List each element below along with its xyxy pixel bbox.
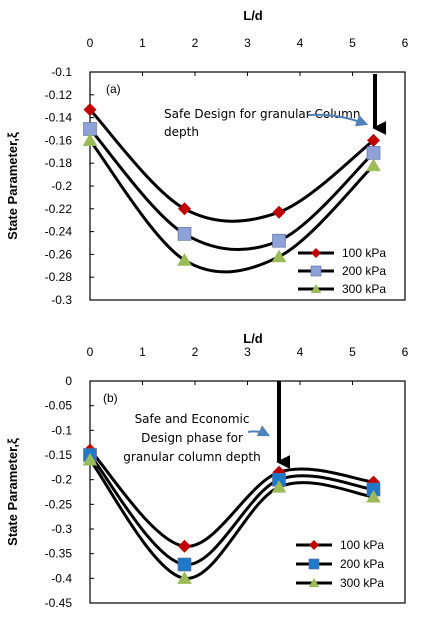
y-tick-label: -0.12 bbox=[45, 88, 73, 102]
legend-marker bbox=[308, 578, 320, 587]
chart-panel-2: L/d 0 1 2 3 4 5 6 0 -0.05 -0.1 -0.15 -0.2 -0.25 -0.3 -0… bbox=[5, 331, 409, 610]
annotation-text: Safe and Economic bbox=[135, 412, 250, 426]
x-tick-label: 1 bbox=[139, 345, 146, 359]
data-point bbox=[82, 133, 98, 146]
data-point bbox=[82, 452, 98, 466]
y-tick-label: -0.2 bbox=[51, 179, 72, 193]
data-point bbox=[271, 480, 287, 493]
data-point bbox=[366, 489, 381, 503]
y-tick-label: -0.4 bbox=[51, 571, 72, 585]
y-tick-label: -0.28 bbox=[45, 270, 73, 284]
series-line bbox=[88, 454, 374, 567]
x-tick-label: 2 bbox=[192, 36, 199, 50]
x-tick-label: 5 bbox=[349, 36, 356, 50]
series-line bbox=[88, 139, 375, 274]
data-point bbox=[177, 253, 192, 266]
annotation-text: Design phase for bbox=[141, 431, 243, 445]
y-tick-label: -0.14 bbox=[45, 111, 73, 125]
legend-label: 300 kPa bbox=[340, 576, 384, 590]
x-axis-title: L/d bbox=[243, 8, 263, 23]
legend-item: 200 kPa bbox=[298, 264, 386, 278]
chart-panel-1: L/d 0 1 2 3 4 5 6 -0.1 -0.12 -0.14 -0.16 -0.18 -0.2 -0… bbox=[5, 8, 409, 307]
y-tick-label: -0.24 bbox=[45, 225, 73, 239]
y-tick-label: -0.3 bbox=[51, 522, 72, 536]
y-tick-label: -0.1 bbox=[51, 65, 72, 79]
y-tick-label: -0.05 bbox=[45, 399, 73, 413]
data-point bbox=[272, 233, 286, 248]
y-tick-label: -0.26 bbox=[45, 247, 73, 261]
legend-label: 300 kPa bbox=[342, 282, 386, 296]
x-tick-label: 0 bbox=[87, 36, 94, 50]
panel-label: (a) bbox=[106, 82, 121, 96]
y-tick-label: -0.18 bbox=[45, 156, 73, 170]
legend-item: 300 kPa bbox=[298, 282, 386, 296]
data-point bbox=[366, 158, 381, 172]
x-tick-label: 6 bbox=[402, 345, 409, 359]
data-point bbox=[366, 146, 381, 160]
x-tick-label: 4 bbox=[297, 36, 304, 50]
legend-item: 100 kPa bbox=[298, 246, 386, 260]
legend-marker bbox=[311, 248, 321, 258]
legend-item: 200 kPa bbox=[296, 557, 384, 571]
y-axis-title: State Parameter,ξ bbox=[5, 132, 20, 240]
legend-marker bbox=[310, 265, 322, 277]
annotation-text: Safe Design for granular Column bbox=[164, 107, 360, 121]
legend-label: 200 kPa bbox=[340, 557, 384, 571]
series-line bbox=[88, 458, 374, 580]
y-tick-label: -0.15 bbox=[45, 448, 73, 462]
legend-item: 100 kPa bbox=[296, 538, 384, 552]
annotation-text: depth bbox=[164, 125, 199, 139]
y-tick-label: 0 bbox=[65, 374, 72, 388]
y-tick-label: -0.16 bbox=[45, 133, 73, 147]
legend-marker bbox=[308, 558, 320, 570]
x-axis-title: L/d bbox=[243, 331, 263, 346]
data-point bbox=[177, 571, 192, 584]
series-line bbox=[88, 127, 375, 252]
data-point bbox=[272, 205, 286, 219]
y-tick-label: -0.45 bbox=[45, 596, 73, 610]
annotation-arrow bbox=[307, 113, 369, 127]
y-tick-label: -0.22 bbox=[45, 202, 73, 216]
y-tick-label: -0.1 bbox=[51, 423, 72, 437]
annotation-arrow bbox=[247, 425, 271, 437]
y-tick-label: -0.35 bbox=[45, 547, 73, 561]
data-point bbox=[367, 133, 380, 147]
y-tick-label: -0.2 bbox=[51, 473, 72, 487]
data-point bbox=[83, 103, 97, 117]
x-tick-label: 1 bbox=[139, 36, 146, 50]
legend-label: 100 kPa bbox=[342, 246, 386, 260]
annotation-text: granular column depth bbox=[123, 450, 260, 464]
data-point bbox=[177, 557, 192, 572]
data-point bbox=[178, 539, 191, 553]
x-tick-label: 6 bbox=[402, 36, 409, 50]
x-tick-label: 3 bbox=[244, 345, 251, 359]
data-point bbox=[177, 227, 192, 241]
legend-label: 200 kPa bbox=[342, 264, 386, 278]
series-line bbox=[88, 449, 374, 548]
legend-marker bbox=[309, 540, 319, 550]
panel-label: (b) bbox=[103, 391, 118, 405]
legend-label: 100 kPa bbox=[340, 538, 384, 552]
x-tick-label: 4 bbox=[297, 345, 304, 359]
x-tick-label: 3 bbox=[244, 36, 251, 50]
y-tick-label: -0.25 bbox=[45, 497, 73, 511]
x-tick-label: 5 bbox=[349, 345, 356, 359]
data-point bbox=[178, 202, 191, 216]
legend-marker bbox=[310, 284, 322, 293]
data-point bbox=[271, 249, 287, 263]
legend-item: 300 kPa bbox=[296, 576, 384, 590]
y-axis-title: State Parameter,ξ bbox=[5, 438, 20, 546]
x-tick-label: 0 bbox=[87, 345, 94, 359]
y-tick-label: -0.3 bbox=[51, 293, 72, 307]
x-tick-label: 2 bbox=[192, 345, 199, 359]
series-line bbox=[88, 108, 375, 223]
